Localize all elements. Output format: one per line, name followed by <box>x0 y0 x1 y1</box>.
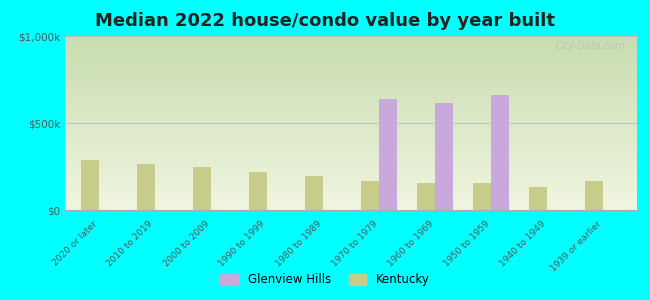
Text: City-Data.com: City-Data.com <box>556 41 625 51</box>
Bar <box>361 181 379 210</box>
Bar <box>305 176 323 210</box>
Legend: Glenview Hills, Kentucky: Glenview Hills, Kentucky <box>216 269 434 291</box>
Bar <box>249 172 267 210</box>
Bar <box>473 183 491 210</box>
Bar <box>81 160 99 210</box>
Bar <box>417 183 435 210</box>
Text: Median 2022 house/condo value by year built: Median 2022 house/condo value by year bu… <box>95 12 555 30</box>
Bar <box>136 164 155 210</box>
Bar <box>491 95 509 210</box>
Bar <box>379 99 397 210</box>
Bar <box>193 167 211 210</box>
Bar <box>435 103 453 210</box>
Bar <box>586 181 603 210</box>
Bar <box>529 188 547 210</box>
